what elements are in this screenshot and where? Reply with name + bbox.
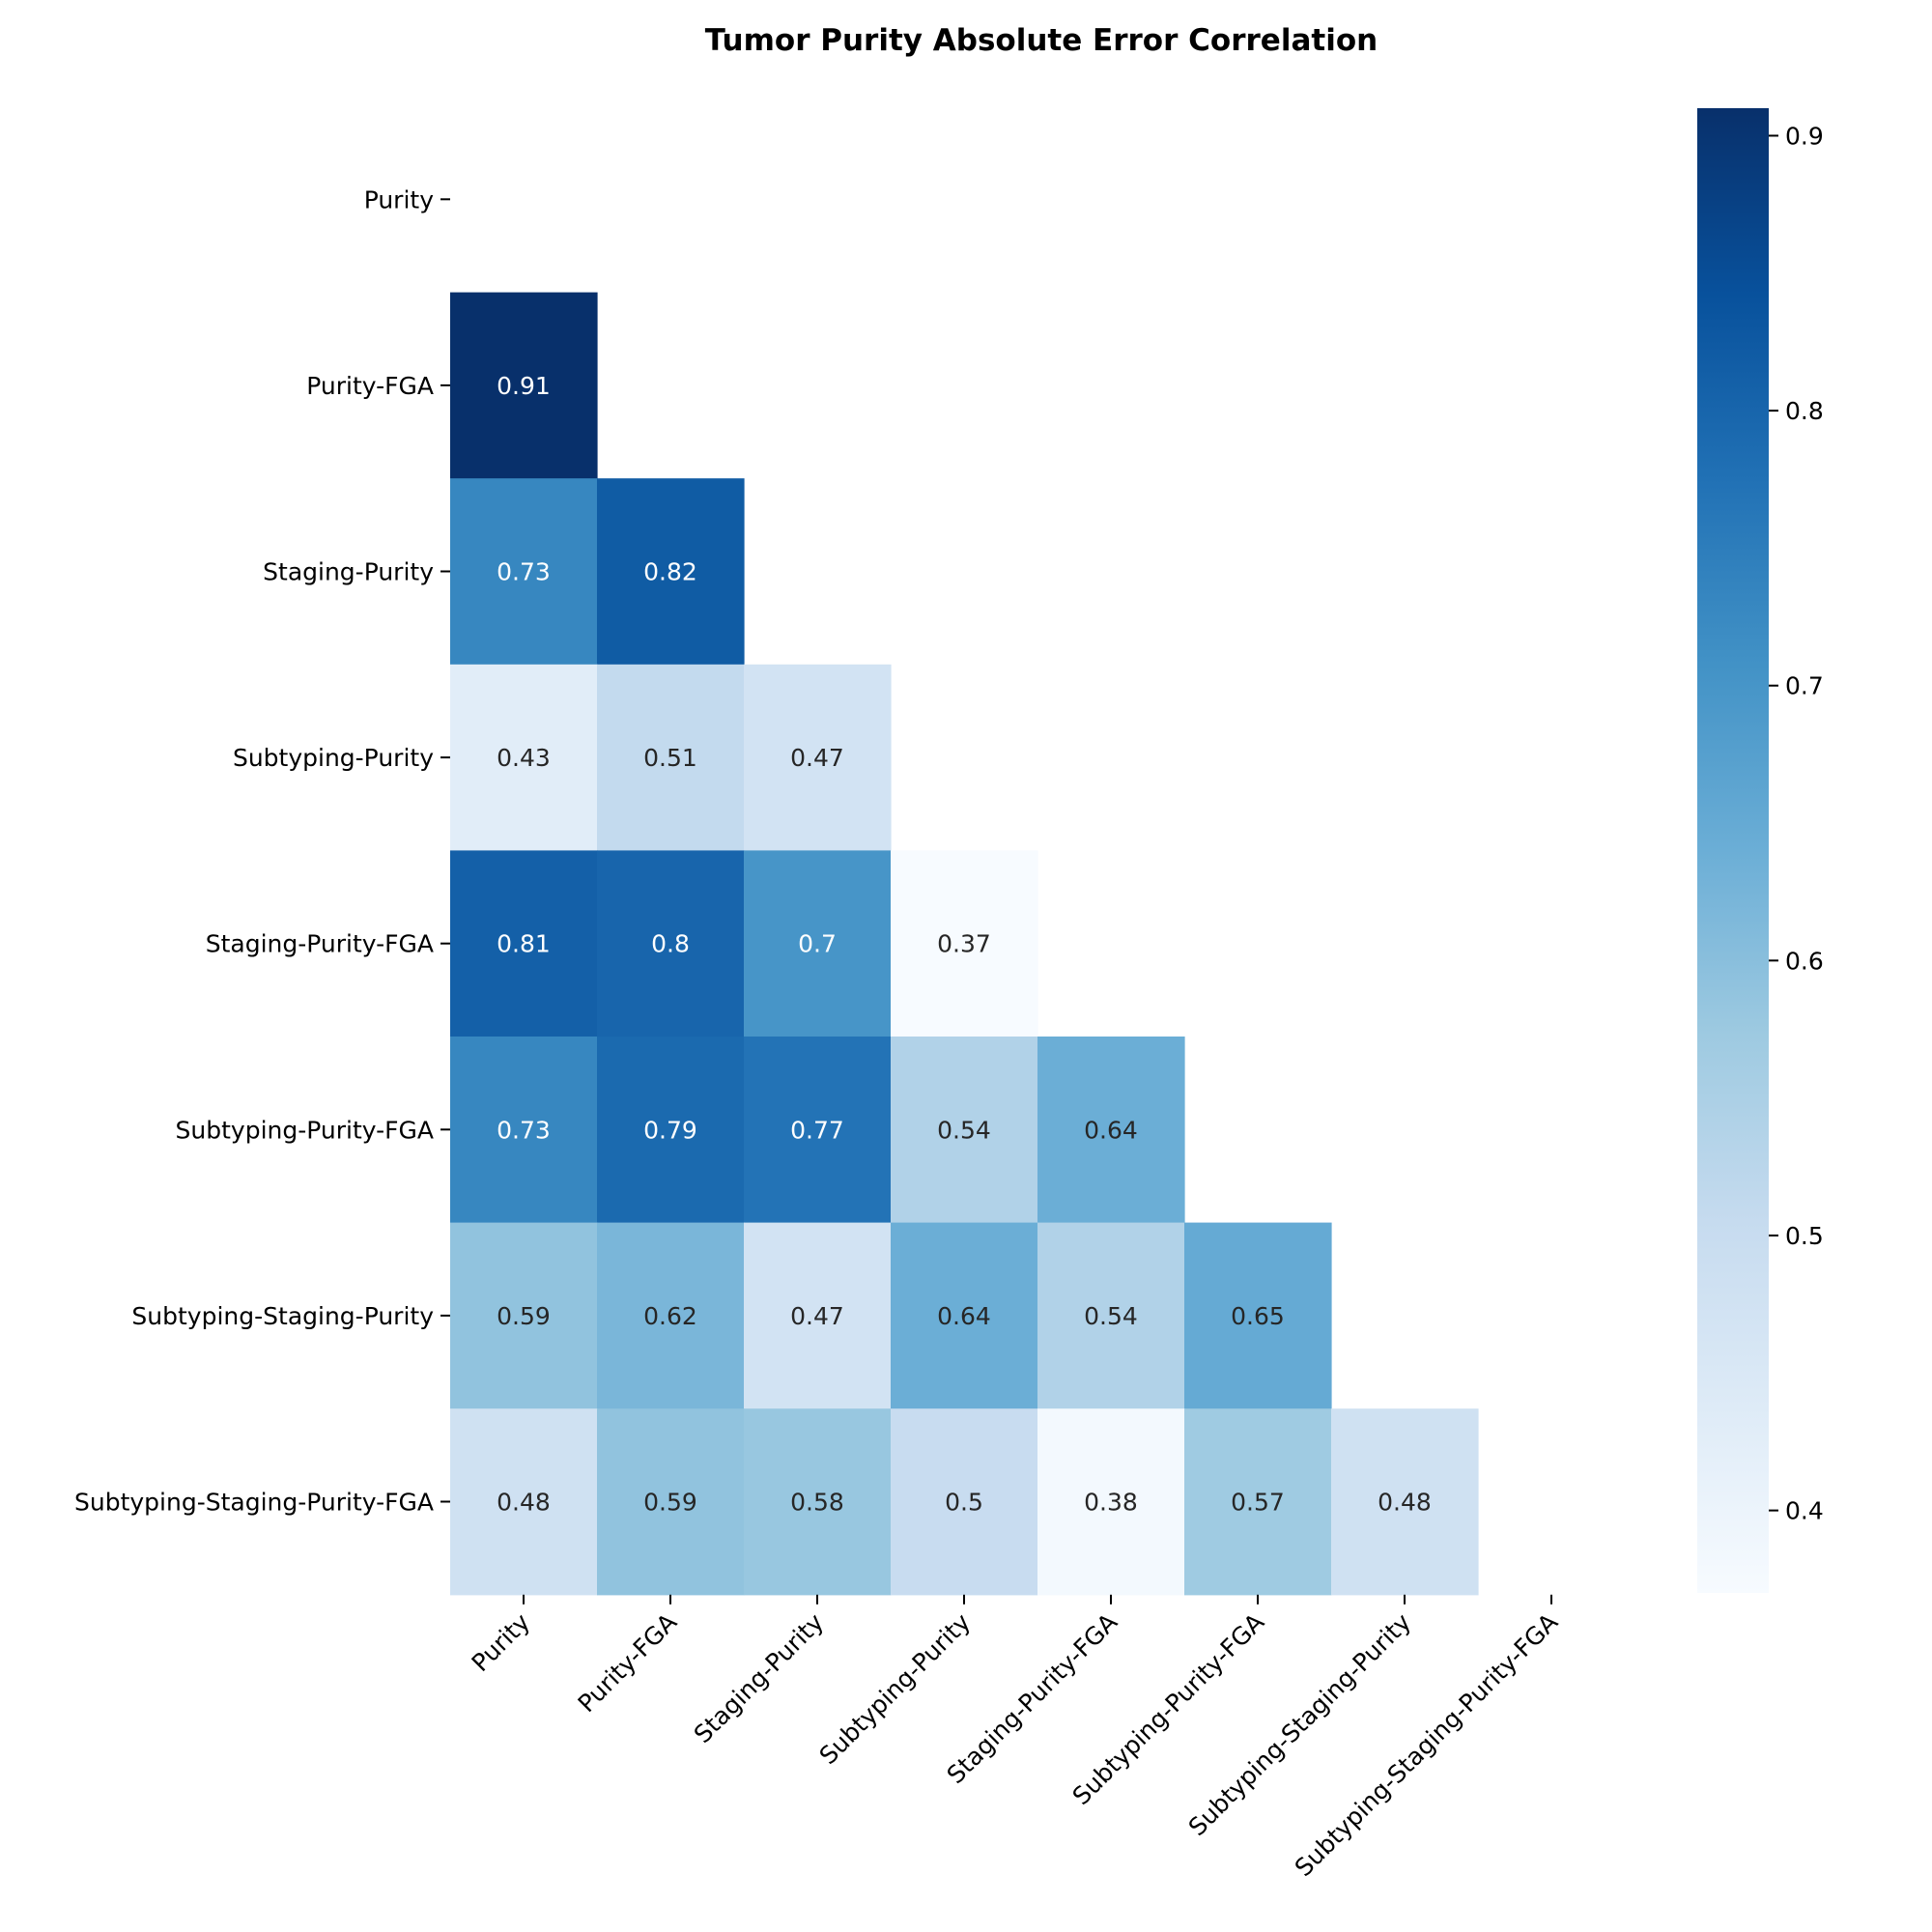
heatmap-cells: 0.91 0.73 0.82 0.43 0.51 0.47 0.81 0.8 0.7 0.37 0.… xyxy=(450,292,1479,1596)
heatmap-cell xyxy=(744,1222,892,1409)
colorbar-tick-label: 0.4 xyxy=(1785,1497,1824,1525)
heatmap-cell xyxy=(744,1408,892,1596)
heatmap-cell xyxy=(744,850,892,1037)
cell-value-label: 0.57 xyxy=(1231,1489,1285,1517)
heatmap-cell xyxy=(450,1222,598,1409)
y-tick-label: Staging-Purity xyxy=(263,558,434,586)
colorbar-tick-label: 0.6 xyxy=(1785,947,1824,975)
cell-value-label: 0.77 xyxy=(790,1116,844,1144)
x-tick-label: Subtyping-Purity xyxy=(814,1607,977,1770)
y-tick-label: Purity-FGA xyxy=(306,372,434,400)
heatmap-cell xyxy=(1037,1408,1185,1596)
colorbar-tick-label: 0.7 xyxy=(1785,672,1824,700)
heatmap-cell xyxy=(450,292,598,479)
cell-value-label: 0.37 xyxy=(937,930,991,958)
heatmap-cell xyxy=(597,1408,745,1596)
heatmap-cell xyxy=(597,478,745,666)
cell-value-label: 0.38 xyxy=(1084,1489,1138,1517)
heatmap-cell xyxy=(450,1408,598,1596)
colorbar-tick-label: 0.9 xyxy=(1785,122,1824,150)
cell-value-label: 0.81 xyxy=(497,930,551,958)
heatmap-cell xyxy=(1331,1408,1479,1596)
heatmap-cell xyxy=(597,664,745,851)
cell-value-label: 0.43 xyxy=(497,744,551,772)
x-tick-label: Subtyping-Staging-Purity-FGA xyxy=(1290,1608,1564,1883)
cell-value-label: 0.82 xyxy=(643,558,697,586)
heatmap-cell xyxy=(891,1408,1038,1596)
y-tick-label: Subtyping-Purity-FGA xyxy=(176,1116,434,1144)
x-axis: Purity Purity-FGA Staging-PuritySubtyping-… xyxy=(467,1594,1564,1883)
cell-value-label: 0.8 xyxy=(651,930,690,958)
cell-value-label: 0.59 xyxy=(643,1489,697,1517)
y-axis: Purity Purity-FGA Staging-Purity Subtyping-… xyxy=(74,185,450,1517)
cell-value-label: 0.73 xyxy=(497,558,551,586)
cell-value-label: 0.48 xyxy=(497,1489,551,1517)
heatmap-cell xyxy=(744,1037,892,1224)
heatmap-cell xyxy=(891,1222,1038,1409)
y-tick-label: Purity xyxy=(364,185,435,213)
heatmap-cell xyxy=(891,850,1038,1037)
y-tick-label: Subtyping-Purity xyxy=(233,744,434,772)
heatmap-cell xyxy=(744,664,892,851)
x-tick-label: Purity xyxy=(467,1607,536,1677)
heatmap-cell xyxy=(450,1037,598,1224)
y-tick-label: Staging-Purity-FGA xyxy=(206,930,434,958)
cell-value-label: 0.54 xyxy=(937,1116,991,1144)
cell-value-label: 0.79 xyxy=(643,1116,697,1144)
colorbar-tick-label: 0.5 xyxy=(1785,1222,1824,1250)
y-tick-label: Subtyping-Staging-Purity-FGA xyxy=(74,1489,434,1517)
cell-value-label: 0.64 xyxy=(937,1302,991,1330)
heatmap-cell xyxy=(1184,1408,1332,1596)
heatmap-cell xyxy=(597,850,745,1037)
cell-value-label: 0.7 xyxy=(798,930,837,958)
x-tick-label: Staging-Purity xyxy=(689,1607,830,1748)
cell-value-label: 0.47 xyxy=(790,744,844,772)
cell-value-label: 0.64 xyxy=(1084,1116,1138,1144)
cell-value-label: 0.91 xyxy=(497,372,551,400)
colorbar-gradient xyxy=(1697,108,1769,1593)
heatmap-cell xyxy=(450,478,598,666)
heatmap-cell xyxy=(450,664,598,851)
cell-value-label: 0.54 xyxy=(1084,1302,1138,1330)
colorbar-tick-label: 0.8 xyxy=(1785,397,1824,425)
cell-value-label: 0.51 xyxy=(643,744,697,772)
heatmap-cell xyxy=(597,1222,745,1409)
heatmap-cell xyxy=(1037,1222,1185,1409)
cell-value-label: 0.59 xyxy=(497,1302,551,1330)
y-tick-label: Subtyping-Staging-Purity xyxy=(131,1302,434,1330)
cell-value-label: 0.73 xyxy=(497,1116,551,1144)
cell-value-label: 0.48 xyxy=(1378,1489,1432,1517)
cell-value-label: 0.65 xyxy=(1231,1302,1285,1330)
heatmap-cell xyxy=(891,1037,1038,1224)
heatmap-cell xyxy=(597,1037,745,1224)
heatmap-cell xyxy=(1184,1222,1332,1409)
heatmap-cell xyxy=(450,850,598,1037)
chart-title: Tumor Purity Absolute Error Correlation xyxy=(705,23,1378,58)
cell-value-label: 0.5 xyxy=(945,1489,983,1517)
cell-value-label: 0.47 xyxy=(790,1302,844,1330)
heatmap-cell xyxy=(1037,1037,1185,1224)
cell-value-label: 0.58 xyxy=(790,1489,844,1517)
colorbar: 0.4 0.5 0.6 0.7 0.8 0.9 xyxy=(1697,108,1824,1593)
cell-value-label: 0.62 xyxy=(643,1302,697,1330)
x-tick-label: Purity-FGA xyxy=(573,1608,683,1719)
